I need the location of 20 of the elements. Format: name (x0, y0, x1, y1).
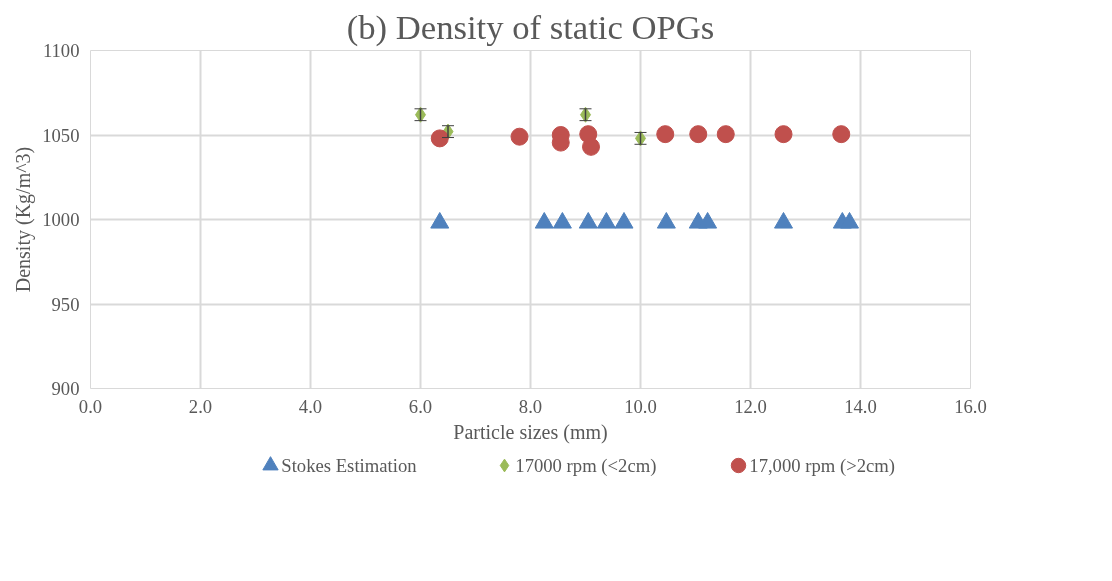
x-tick-label: 8.0 (518, 395, 543, 417)
y-axis-title: Density (Kg/m^3) (12, 146, 36, 293)
y-tick-label: 1000 (42, 209, 80, 230)
x-tick-label: 6.0 (408, 395, 433, 417)
y-tick-label: 1050 (42, 124, 80, 146)
legend-label: 17,000 rpm (>2cm) (749, 455, 896, 477)
y-tick-label: 1100 (42, 40, 80, 61)
legend-label: 17000 rpm (<2cm) (515, 455, 657, 477)
x-tick-label: 4.0 (298, 395, 323, 417)
x-tick-label: 0.0 (78, 395, 103, 417)
x-axis-title: Particle sizes (mm) (453, 420, 608, 444)
x-tick-label: 10.0 (624, 395, 657, 417)
x-tick-label: 16.0 (954, 395, 987, 417)
legend-label: Stokes Estimation (281, 455, 418, 476)
x-tick-label: 14.0 (844, 395, 877, 417)
chart-title: (b) Density of static OPGs (346, 7, 715, 47)
x-tick-label: 2.0 (188, 395, 213, 417)
y-tick-label: 900 (51, 378, 80, 399)
x-tick-label: 12.0 (734, 395, 767, 417)
y-tick-label: 950 (51, 293, 80, 315)
